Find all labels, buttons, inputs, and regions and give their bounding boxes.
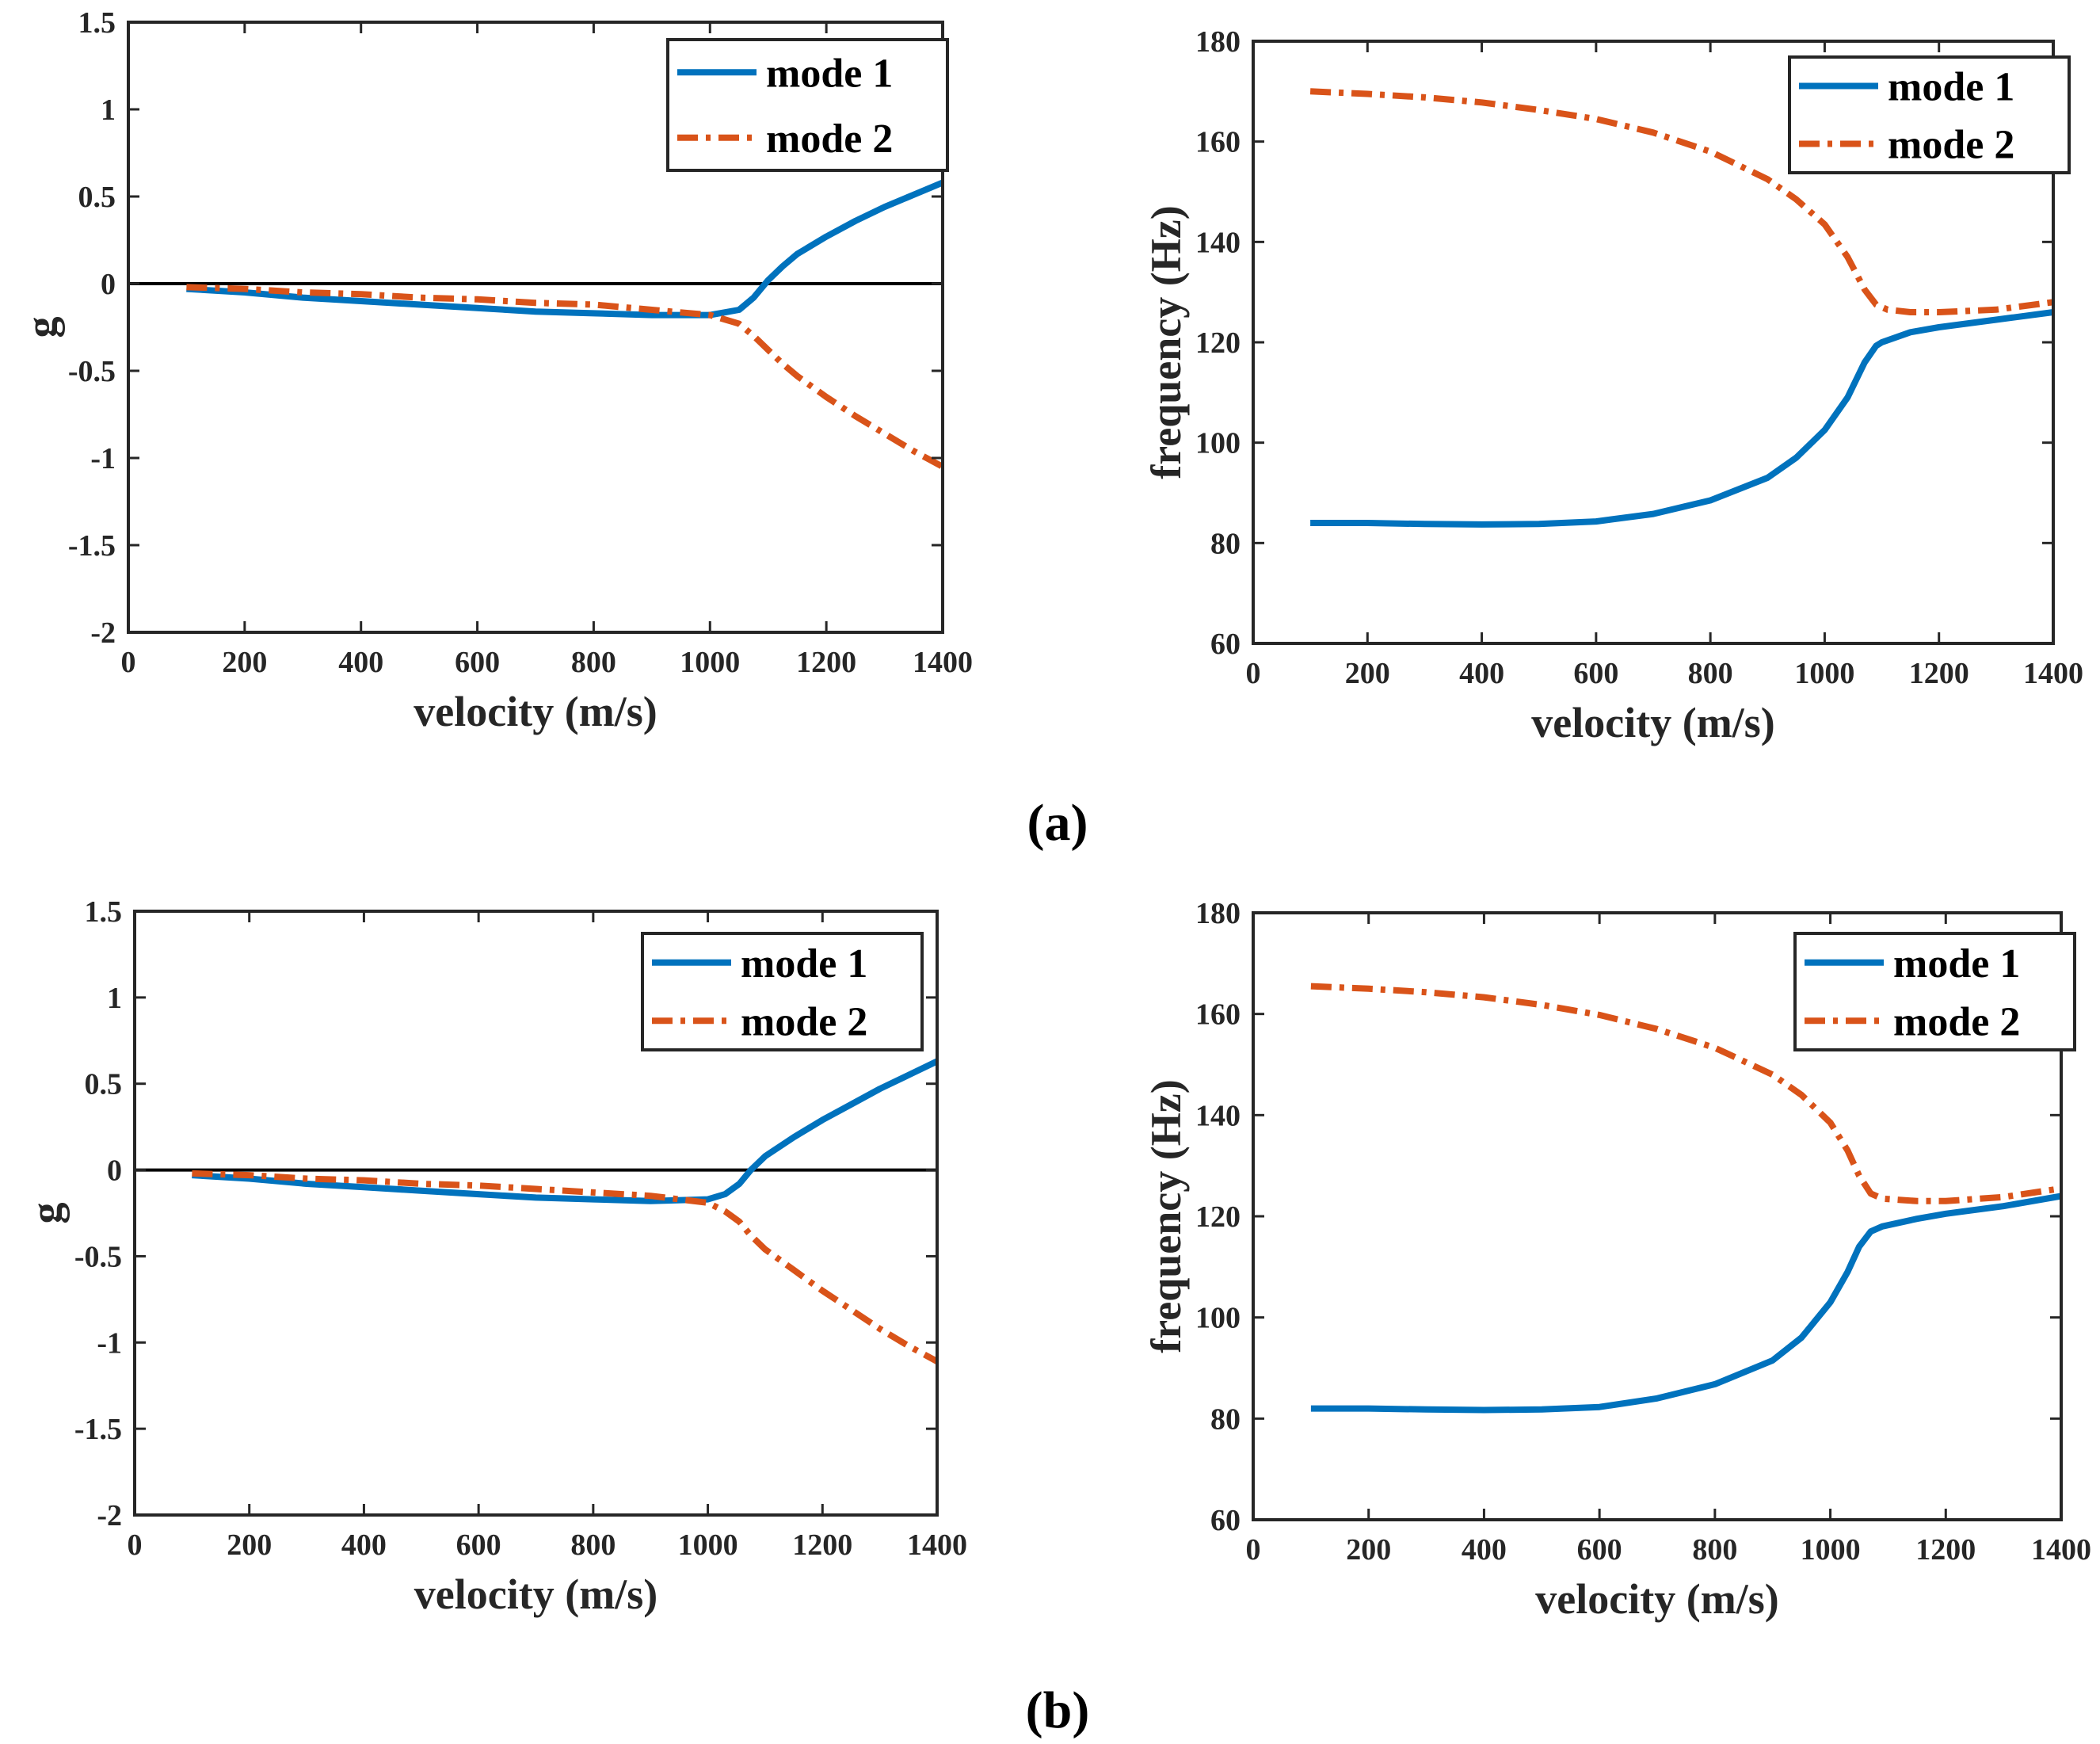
y-tick-label: -2	[97, 1499, 122, 1532]
y-tick-label: 80	[1210, 1402, 1241, 1436]
y-tick-label: 140	[1195, 1099, 1241, 1132]
x-tick-label: 0	[121, 646, 136, 679]
y-tick-label: -0.5	[74, 1240, 122, 1273]
chart-b-right: 0 200 400 600 800 1000 1200 1400 60 80 100 120 140 16…	[1142, 897, 2091, 1623]
x-tick-label: 800	[1688, 657, 1733, 690]
series-line-mode-1	[192, 1058, 939, 1204]
y-tick-label: 160	[1195, 126, 1241, 159]
series-line-mode-1	[1310, 309, 2054, 528]
y-tick-label: -1	[90, 442, 116, 475]
axes-box	[127, 21, 944, 634]
legend-label: mode 2	[741, 999, 867, 1044]
y-axis-label: g	[22, 1203, 70, 1224]
x-tick-label: 1200	[1909, 657, 1969, 690]
y-tick-label: 160	[1195, 998, 1241, 1032]
x-tick-label: 600	[1573, 657, 1618, 690]
x-tick-label: 0	[128, 1528, 143, 1562]
legend-label: mode 1	[741, 941, 867, 986]
x-axis-label: velocity (m/s)	[414, 688, 657, 735]
x-tick-label: 200	[1345, 657, 1390, 690]
y-tick-label: -1.5	[68, 529, 116, 563]
caption-b: (b)	[1026, 1681, 1090, 1739]
series-line-mode-2	[1309, 88, 2054, 315]
y-tick-label: 180	[1195, 25, 1241, 59]
x-tick-label: 400	[341, 1528, 387, 1562]
y-tick-label: -1	[97, 1326, 122, 1360]
x-tick-label: 400	[338, 646, 383, 679]
x-tick-label: 1400	[907, 1528, 967, 1562]
x-tick-label: 1200	[796, 646, 856, 679]
x-tick-label: 800	[1692, 1533, 1737, 1567]
x-axis-label: velocity (m/s)	[1531, 699, 1774, 746]
x-tick-label: 1200	[792, 1528, 852, 1562]
x-tick-label: 1000	[680, 646, 740, 679]
x-tick-label: 600	[456, 1528, 501, 1562]
y-tick-label: 0	[101, 268, 116, 301]
y-tick-label: 140	[1195, 226, 1241, 259]
legend-box	[641, 932, 924, 1051]
legend-label: mode 2	[766, 116, 893, 162]
y-tick-label: 0	[107, 1154, 122, 1188]
x-tick-label: 600	[1577, 1533, 1622, 1567]
y-tick-label: 80	[1210, 527, 1241, 560]
x-tick-label: 1000	[678, 1528, 738, 1562]
y-tick-label: 1	[107, 982, 122, 1015]
series-line-mode-2	[192, 1170, 939, 1364]
axes-box	[133, 910, 939, 1517]
x-tick-label: 1000	[1801, 1533, 1861, 1567]
y-tick-label: 0.5	[85, 1068, 123, 1101]
x-tick-label: 0	[1246, 657, 1261, 690]
x-tick-label: 200	[222, 646, 267, 679]
x-axis-label: velocity (m/s)	[414, 1570, 657, 1618]
y-tick-label: 120	[1195, 326, 1241, 360]
y-tick-label: 180	[1195, 897, 1241, 930]
x-tick-label: 1400	[2023, 657, 2083, 690]
y-tick-label: 0.5	[78, 181, 116, 214]
chart-b-left: 0 200 400 600 800 1000 1200 1400 -2 -1.5 -1 -0.5 0 0.…	[22, 895, 967, 1618]
x-tick-label: 1200	[1915, 1533, 1976, 1567]
x-tick-label: 1000	[1794, 657, 1854, 690]
y-tick-label: -0.5	[68, 355, 116, 388]
y-tick-label: 1.5	[78, 6, 116, 40]
x-tick-label: 1400	[2031, 1533, 2091, 1567]
series-line-mode-1	[1310, 1193, 2062, 1414]
x-axis-label: velocity (m/s)	[1535, 1575, 1778, 1623]
legend-box	[1788, 55, 2071, 174]
legend-label: mode 2	[1893, 999, 2020, 1044]
y-tick-label: 60	[1210, 1504, 1241, 1537]
series-line-mode-2	[186, 284, 944, 470]
series-line-mode-2	[1310, 983, 2062, 1204]
y-axis-label: frequency (Hz)	[1142, 1079, 1190, 1353]
chart-a-right: 0 200 400 600 800 1000 1200 1400 60 80 100 120 140 16…	[1142, 25, 2083, 746]
x-tick-label: 600	[455, 646, 500, 679]
y-tick-label: 100	[1195, 427, 1241, 460]
y-tick-label: 1.5	[85, 895, 123, 929]
chart-a-left: 0 200 400 600 800 1000 1200 1400 -2 -1.5 -1 -0.5 0 0.…	[17, 6, 973, 735]
legend-label: mode 2	[1888, 123, 2014, 168]
series-line-mode-1	[186, 179, 944, 319]
y-tick-label: 60	[1210, 628, 1241, 661]
y-tick-label: 120	[1195, 1200, 1241, 1234]
x-tick-label: 400	[1459, 657, 1504, 690]
legend-label: mode 1	[766, 51, 893, 96]
legend-box	[666, 38, 949, 172]
x-tick-label: 200	[1346, 1533, 1391, 1567]
y-tick-label: 1	[101, 93, 116, 127]
x-tick-label: 800	[571, 646, 616, 679]
x-tick-label: 400	[1462, 1533, 1507, 1567]
y-tick-label: -1.5	[74, 1413, 122, 1446]
x-tick-label: 1400	[913, 646, 973, 679]
x-tick-label: 800	[570, 1528, 616, 1562]
x-tick-label: 200	[227, 1528, 272, 1562]
y-tick-label: 100	[1195, 1302, 1241, 1335]
caption-a: (a)	[1027, 794, 1088, 852]
legend-box	[1793, 932, 2076, 1051]
legend-label: mode 1	[1893, 941, 2020, 986]
y-axis-label: frequency (Hz)	[1142, 205, 1190, 479]
y-axis-label: g	[17, 317, 65, 338]
x-tick-label: 0	[1246, 1533, 1261, 1567]
y-tick-label: -2	[90, 616, 116, 650]
legend-label: mode 1	[1888, 65, 2014, 110]
